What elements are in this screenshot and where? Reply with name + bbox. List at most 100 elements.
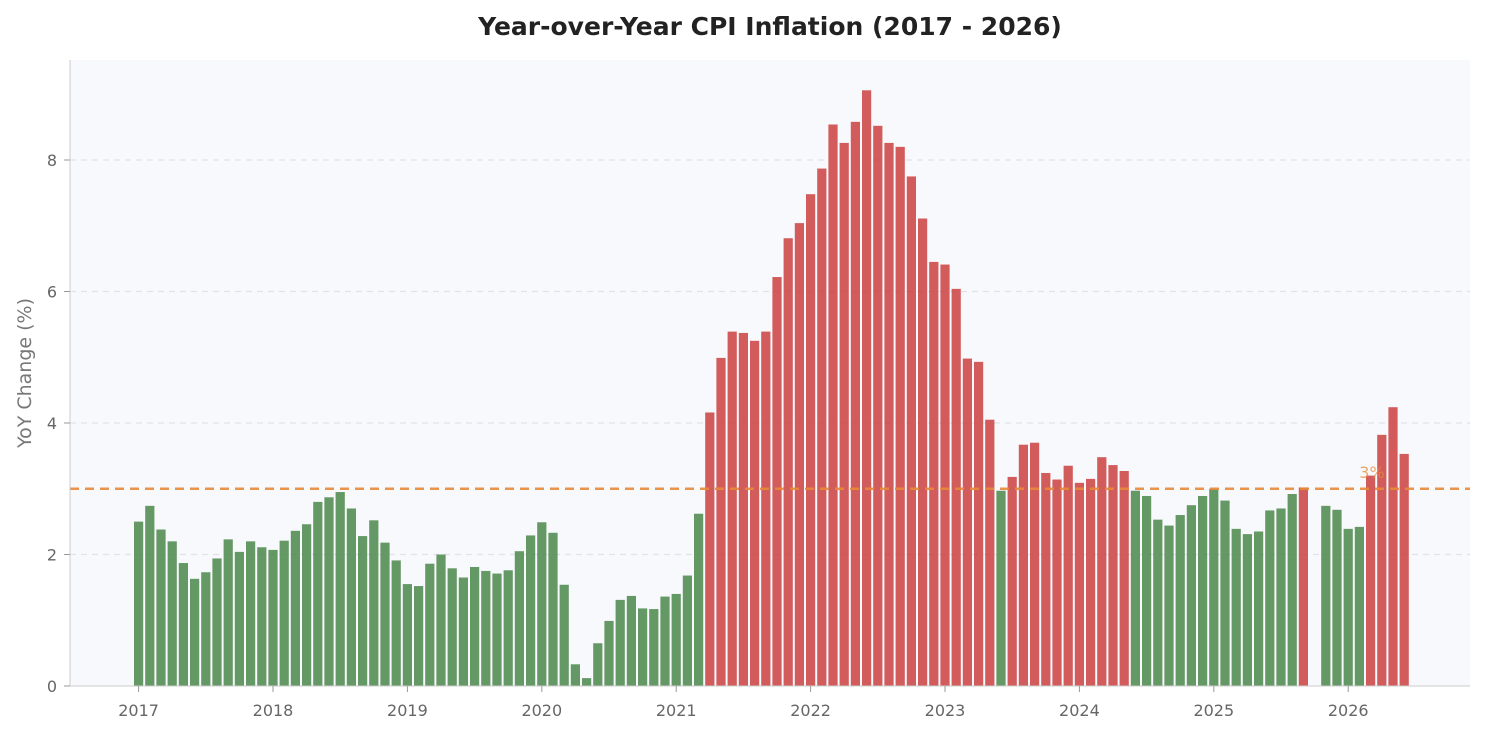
bar [862, 90, 872, 687]
bar [156, 529, 166, 686]
bar [223, 539, 233, 686]
bar [593, 643, 603, 686]
bar [1321, 505, 1331, 686]
bar [302, 524, 312, 686]
bar [1086, 478, 1096, 686]
x-tick-label: 2020 [521, 701, 562, 720]
bar [1298, 487, 1308, 686]
y-tick-label: 0 [47, 677, 57, 696]
bar [817, 168, 827, 687]
bar [526, 535, 536, 686]
bar [1220, 500, 1230, 686]
x-tick-label: 2023 [925, 701, 966, 720]
bar [1186, 505, 1196, 686]
bar [1018, 444, 1028, 686]
bar [1052, 479, 1062, 686]
bar [268, 549, 278, 686]
bar [671, 593, 681, 686]
bar [750, 340, 760, 686]
y-axis-label: YoY Change (%) [14, 298, 36, 449]
bar [638, 608, 648, 686]
bar [1332, 509, 1342, 686]
bar [783, 238, 793, 687]
bar [582, 678, 592, 686]
bar [1254, 531, 1264, 686]
bar [705, 412, 715, 686]
bar [178, 563, 188, 686]
bar [425, 563, 435, 686]
bar [1130, 490, 1140, 686]
bar [1041, 472, 1051, 686]
bar [1242, 534, 1252, 686]
bar [246, 541, 256, 686]
bar [1276, 508, 1286, 686]
bar [1231, 528, 1241, 686]
bar [682, 575, 692, 686]
bar [335, 492, 345, 686]
bar [458, 577, 468, 686]
bar [772, 277, 782, 686]
bar [1153, 519, 1163, 686]
bar [201, 572, 211, 686]
x-axis-ticks: 2017 2018 2019 2020 2021 2022 2023 2024 2025 2026 [118, 686, 1369, 720]
bar [212, 558, 222, 686]
bar [1287, 494, 1297, 686]
bar [402, 584, 412, 686]
reference-line-label: 3% [1359, 463, 1384, 482]
bar [1366, 475, 1376, 686]
bar [346, 508, 356, 686]
bar [738, 332, 748, 686]
bar [481, 570, 491, 686]
bar [1354, 526, 1364, 686]
bar [414, 586, 424, 686]
bar [962, 358, 972, 686]
bar [716, 357, 726, 686]
bar [470, 566, 480, 686]
bar [615, 599, 625, 686]
bar [436, 554, 446, 686]
bar [1097, 457, 1107, 686]
bar [290, 530, 300, 686]
x-tick-label: 2021 [656, 701, 697, 720]
y-tick-label: 8 [47, 151, 57, 170]
bar [828, 124, 838, 686]
bar [369, 520, 379, 686]
bar [1198, 495, 1208, 686]
bar [447, 568, 457, 686]
bar [1265, 510, 1275, 686]
reference-line-group: 3% [70, 463, 1470, 490]
bar [873, 125, 883, 686]
bars-group [134, 90, 1409, 687]
bar [380, 542, 390, 686]
x-tick-label: 2026 [1328, 701, 1369, 720]
bar [1399, 453, 1409, 686]
bar [974, 361, 984, 686]
bar [940, 264, 950, 686]
bar [503, 570, 513, 686]
bar [279, 540, 289, 686]
bar [660, 596, 670, 686]
y-tick-label: 4 [47, 414, 57, 433]
bar [358, 536, 368, 686]
bar [1209, 488, 1219, 686]
bar [1343, 528, 1353, 686]
bar [906, 176, 916, 686]
bar [951, 288, 961, 686]
bar [1175, 515, 1185, 686]
bar [134, 521, 144, 687]
bar [794, 223, 804, 686]
bar [1074, 482, 1084, 686]
y-tick-label: 2 [47, 546, 57, 565]
y-tick-label: 6 [47, 283, 57, 302]
bar [1030, 442, 1040, 686]
bar [694, 513, 704, 686]
x-tick-label: 2024 [1059, 701, 1100, 720]
bar [1388, 407, 1398, 686]
bar [257, 547, 267, 686]
x-tick-label: 2017 [118, 701, 159, 720]
bar [850, 121, 860, 687]
bar [145, 505, 155, 686]
chart-title: Year-over-Year CPI Inflation (2017 - 202… [477, 12, 1062, 41]
bar [1119, 471, 1129, 686]
y-axis-ticks: 0 2 4 6 8 [47, 151, 70, 696]
